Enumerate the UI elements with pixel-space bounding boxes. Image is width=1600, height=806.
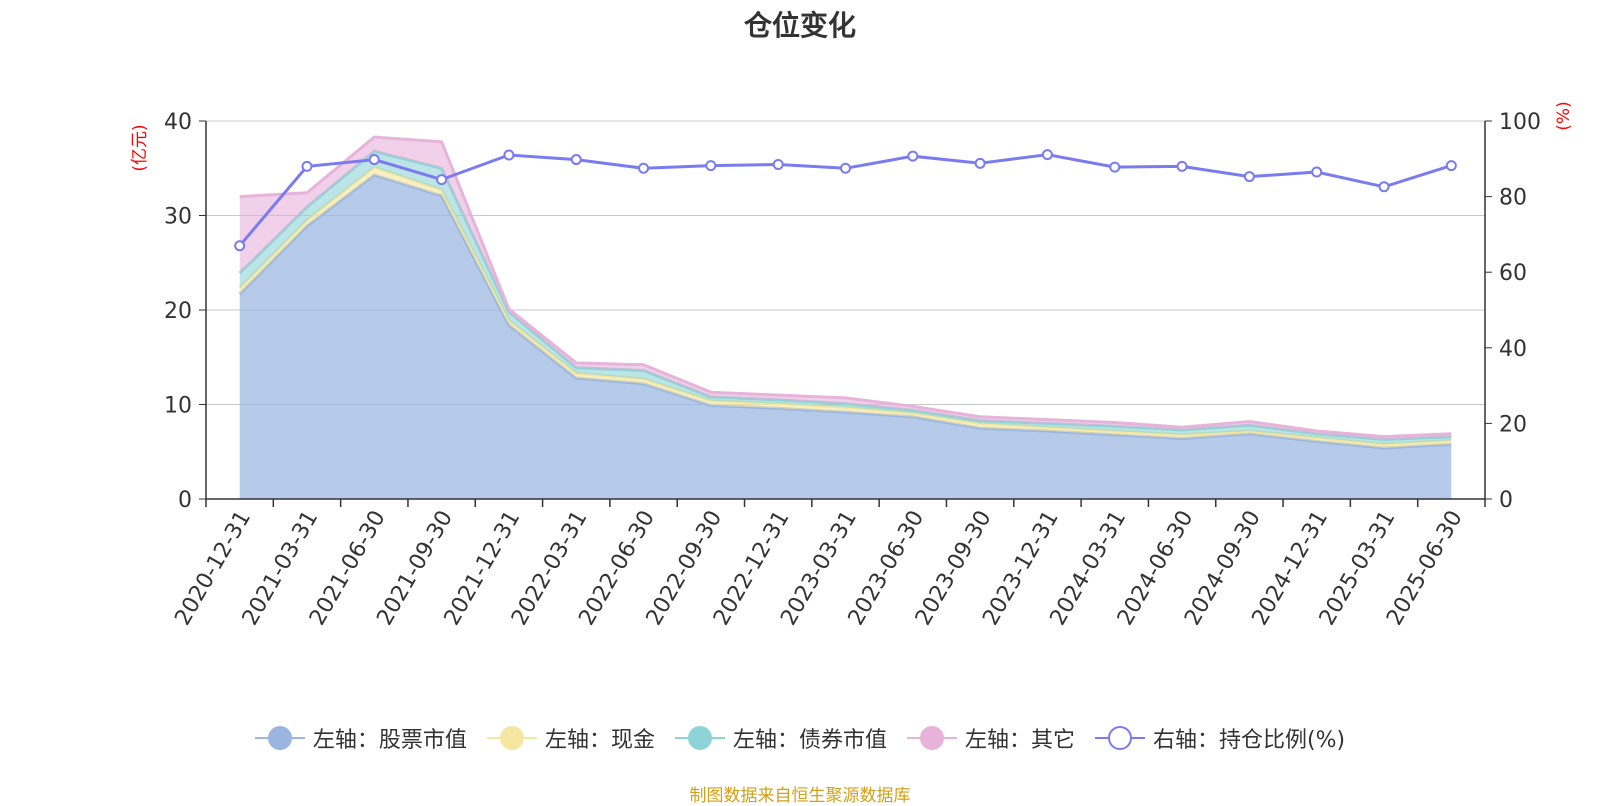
stacked-areas [238, 135, 1452, 499]
ratio-point [638, 162, 650, 174]
right-axis-tick-label: 40 [1499, 337, 1527, 362]
ratio-point [907, 150, 919, 162]
right-axis-tick-label: 60 [1499, 261, 1527, 286]
legend-item[interactable]: 左轴：股票市值 [254, 722, 467, 754]
legend-label: 左轴：其它 [964, 728, 1075, 753]
area-series-0 [239, 174, 1452, 499]
legend-symbol [906, 725, 957, 751]
ratio-point [503, 149, 515, 161]
ratio-point [1243, 171, 1255, 183]
ratio-point [234, 240, 246, 252]
right-axis-tick-label: 20 [1499, 412, 1527, 437]
legend-item[interactable]: 右轴：持仓比例(%) [1094, 722, 1346, 754]
position-chart: 0102030400204060801002020-12-312021-03-3… [130, 101, 1574, 629]
ratio-point [1176, 160, 1188, 172]
left-axis-tick-label: 10 [164, 394, 192, 419]
legend-symbol [674, 725, 725, 751]
ratio-point [974, 157, 986, 169]
legend-label: 左轴：债券市值 [732, 728, 887, 753]
source-note: 制图数据来自恒生聚源数据库 [689, 786, 911, 806]
ratio-point [1109, 161, 1121, 173]
ratio-point [301, 160, 313, 172]
ratio-point [436, 174, 448, 186]
ratio-point [368, 154, 380, 166]
right-axis-tick-label: 100 [1499, 110, 1541, 135]
ratio-point [570, 154, 582, 166]
ratio-point [1378, 181, 1390, 193]
right-axis-unit: (%) [1554, 101, 1574, 130]
legend-label: 左轴：股票市值 [312, 728, 467, 753]
area-series-edge-3 [239, 135, 1452, 439]
legend-item[interactable]: 左轴：其它 [906, 722, 1075, 754]
ratio-line [234, 149, 1457, 252]
legend-label: 右轴：持仓比例(%) [1152, 728, 1346, 753]
legend-item[interactable]: 左轴：债券市值 [674, 722, 887, 754]
left-axis-tick-label: 40 [164, 110, 192, 135]
chart-title: 仓位变化 [743, 9, 856, 42]
left-axis-tick-label: 0 [178, 488, 192, 513]
left-axis-tick-label: 30 [164, 205, 192, 230]
left-axis-tick-label: 20 [164, 299, 192, 324]
ratio-point [772, 158, 784, 170]
legend-symbol [1094, 725, 1145, 751]
ratio-point [705, 160, 717, 172]
legend-item[interactable]: 左轴：现金 [486, 722, 655, 754]
ratio-point [840, 162, 851, 174]
right-axis-tick-label: 0 [1499, 488, 1513, 513]
legend-symbol [254, 725, 305, 751]
ratio-point [1445, 160, 1457, 172]
legend-symbol [486, 725, 537, 751]
ratio-point [1041, 149, 1053, 161]
ratio-point [1311, 166, 1323, 178]
legend-label: 左轴：现金 [544, 728, 655, 753]
legend: 左轴：股票市值 左轴：现金 左轴：债券市值 左轴：其它 右轴：持仓比例(%) [0, 722, 1600, 757]
left-axis-unit: (亿元) [130, 124, 150, 171]
right-axis-tick-label: 80 [1499, 186, 1527, 211]
